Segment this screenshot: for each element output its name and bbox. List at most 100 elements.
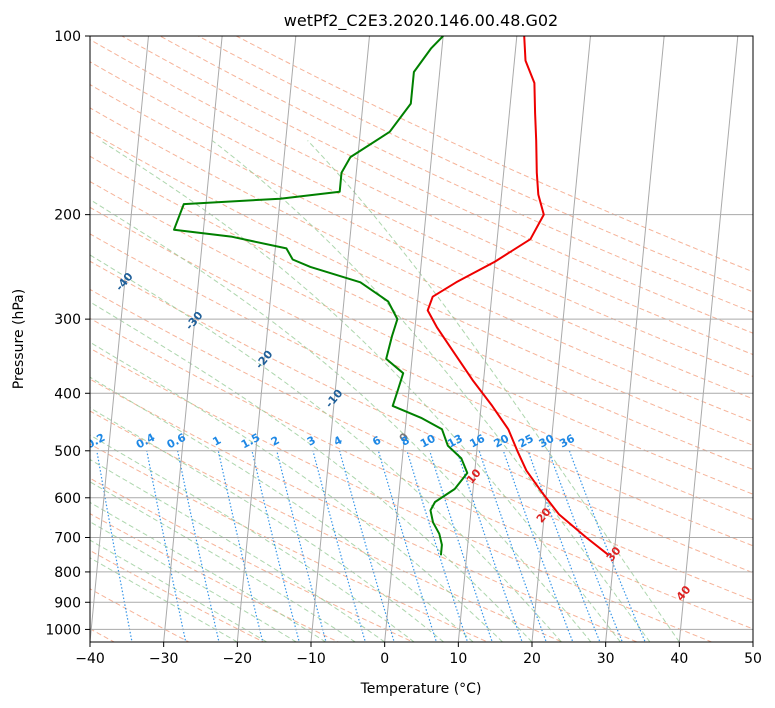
mixing-ratio-line	[456, 450, 523, 642]
dry-adiabat-line	[90, 288, 753, 601]
mixing-ratio-label: 6	[370, 433, 383, 448]
x-tick-label: 40	[670, 651, 688, 667]
y-tick-label: 800	[54, 565, 81, 581]
temperature-profile-line	[426, 36, 610, 557]
isotherm-label: 20	[534, 505, 554, 525]
mixing-ratio-label: 1	[210, 434, 223, 449]
isotherm-line	[384, 36, 444, 642]
mixing-ratio-line	[312, 450, 366, 642]
dewpoint-profile-line	[173, 36, 469, 556]
isotherm-line	[163, 36, 223, 642]
y-tick-label: 300	[54, 312, 81, 328]
dry-adiabat-line	[90, 84, 753, 400]
mixing-ratio-line	[568, 450, 646, 642]
mixing-ratio-line	[548, 450, 624, 642]
mixing-ratio-label: 10	[418, 432, 438, 451]
x-tick-label: −30	[149, 651, 179, 667]
isotherms	[0, 9, 753, 654]
mixing-ratio-line	[377, 450, 438, 642]
moist-adiabat-line	[90, 521, 297, 642]
mixing-ratio-line	[96, 450, 133, 642]
y-tick-label: 100	[54, 29, 81, 45]
dry-adiabat-line	[90, 317, 753, 630]
isotherm-line	[605, 36, 665, 642]
dry-adiabat-line	[90, 206, 753, 521]
mixing-ratio-line	[527, 450, 601, 642]
dry-adiabat-line	[90, 347, 714, 642]
pressure-gridlines	[90, 36, 753, 630]
mixing-ratio-line	[429, 450, 493, 642]
isotherm-label: 10	[464, 466, 484, 486]
mixing-ratio-label: 0.2	[84, 431, 107, 452]
x-tick-label: −40	[75, 651, 105, 667]
mixing-ratio-line	[339, 450, 395, 642]
y-tick-label: 200	[54, 208, 81, 224]
mixing-ratio-line	[276, 450, 327, 642]
axes: −40 −30 −20 −10 0 10 20 30 40 5010020030040050060…	[45, 29, 762, 667]
plot-frame	[89, 35, 754, 643]
dry-adiabat-line	[90, 477, 415, 642]
mixing-ratio-line	[217, 450, 264, 642]
mixing-ratio-label: 3	[305, 434, 318, 449]
dry-adiabat-line	[90, 378, 639, 642]
mixing-ratio-label: 8	[399, 434, 412, 449]
isotherm-line	[457, 36, 518, 642]
isotherm-line	[90, 36, 149, 642]
mixing-ratio-line	[502, 450, 574, 642]
isotherm-line	[531, 36, 591, 642]
mixing-ratio-labels: 0.1 0.2 0.4 0.6 1 1.5 2 3 4 6 8 10 13 16 20 25 30 36	[84, 431, 577, 452]
y-axis-label: Pressure (hPa)	[11, 289, 27, 389]
dry-adiabat-line	[90, 39, 753, 356]
dry-adiabat-line	[90, 107, 753, 423]
moist-adiabat-line	[90, 199, 592, 642]
dry-adiabat-line	[90, 513, 340, 642]
isotherm-line	[310, 36, 370, 642]
dry-adiabat-line	[197, 36, 753, 293]
mixing-ratio-label: 1.5	[239, 431, 262, 452]
mixing-ratio-label: 13	[445, 432, 465, 451]
mixing-ratio-label: 20	[492, 432, 512, 451]
moist-adiabat-line	[307, 140, 680, 642]
dry-adiabat-line	[90, 155, 753, 471]
y-tick-label: 700	[54, 531, 81, 547]
mixing-ratio-label: 30	[537, 432, 557, 451]
mixing-ratio-label: 16	[467, 432, 487, 451]
mixing-ratio-label: 36	[557, 432, 577, 451]
x-tick-label: −10	[296, 651, 326, 667]
x-tick-label: 20	[523, 651, 541, 667]
x-tick-label: −20	[223, 651, 253, 667]
y-tick-label: 900	[54, 595, 81, 611]
dry-adiabat-line	[90, 233, 753, 547]
isotherm-label: -10	[323, 387, 346, 411]
dry-adiabat-line	[90, 588, 190, 642]
y-tick-label: 1000	[45, 622, 81, 638]
x-tick-label: 30	[597, 651, 615, 667]
x-tick-label: 10	[449, 651, 467, 667]
isotherm-label: -40	[113, 270, 136, 294]
mixing-ratio-line	[478, 450, 547, 642]
isotherm-line	[678, 36, 739, 642]
mixing-ratio-lines	[96, 450, 646, 642]
dry-adiabat-line	[90, 260, 753, 574]
dry-adiabat-line	[90, 180, 753, 495]
mixing-ratio-label: 2	[269, 434, 282, 449]
dry-adiabat-line	[159, 36, 753, 313]
profile-series	[173, 36, 610, 557]
y-tick-label: 500	[54, 444, 81, 460]
mixing-ratio-line	[251, 450, 300, 642]
isotherm-line	[752, 636, 753, 642]
moist-adiabat-line	[90, 539, 268, 642]
dry-adiabat-line	[90, 410, 564, 642]
plot-area: -100-90-80-70-60-50-40-30-20-10010203040…	[0, 9, 753, 654]
moist-adiabat-line	[90, 481, 356, 642]
mixing-ratio-line	[146, 450, 187, 642]
chart-title: wetPf2_C2E3.2020.146.00.48.G02	[284, 11, 558, 31]
isotherm-line	[236, 36, 297, 642]
mixing-ratio-label: 4	[332, 433, 345, 448]
x-axis-label: Temperature (°C)	[360, 681, 482, 697]
y-tick-label: 400	[54, 386, 81, 402]
x-tick-label: 50	[744, 651, 762, 667]
isotherm-line	[0, 9, 4, 654]
